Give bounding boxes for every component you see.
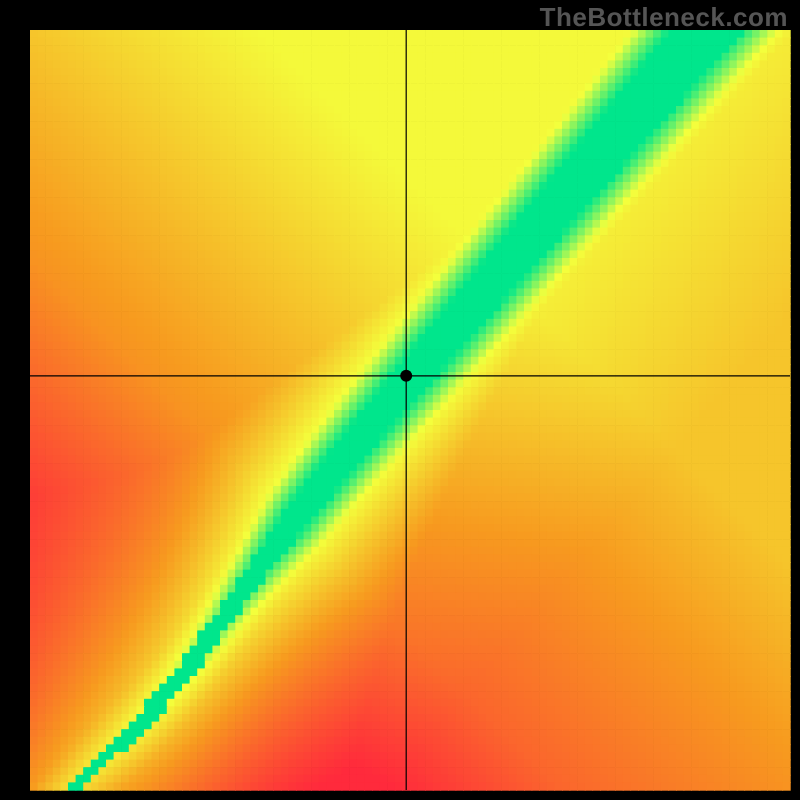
bottleneck-heatmap [0,0,800,800]
watermark-text: TheBottleneck.com [540,2,788,33]
